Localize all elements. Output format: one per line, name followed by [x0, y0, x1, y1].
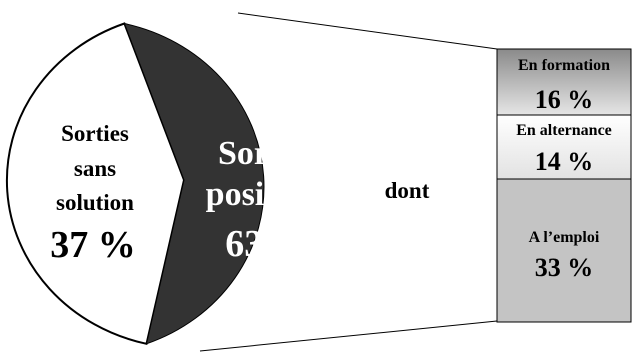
connector-line-bottom	[199, 320, 498, 352]
bar-segment-emploi	[496, 178, 632, 323]
pie-label-sans-line-1: Sorties	[61, 121, 129, 146]
pie-label-positives-line-1: Sorties	[218, 135, 318, 172]
pie-label-sans-line-2: sans	[74, 156, 116, 181]
connector-line-top	[237, 12, 498, 50]
bar-value-emploi: 33 %	[535, 253, 594, 282]
bar-value-alternance: 14 %	[535, 147, 594, 176]
pie-value-positives: 63 %	[225, 223, 311, 265]
connector-label-dont: dont	[385, 178, 430, 203]
bar-label-alternance: En alternance	[516, 122, 612, 139]
bar-label-emploi: A l’emploi	[529, 229, 600, 246]
pie-value-sans: 37 %	[50, 224, 136, 266]
bar-label-formation: En formation	[518, 57, 610, 74]
pie-slice-sans-solution	[5, 22, 186, 345]
bar-segment-formation	[496, 48, 632, 116]
bar-value-formation: 16 %	[535, 85, 594, 114]
pie-label-positives-line-2: positives	[206, 176, 331, 213]
pie-slice-positives	[123, 22, 265, 345]
pie-label-sans-line-3: solution	[56, 190, 134, 215]
